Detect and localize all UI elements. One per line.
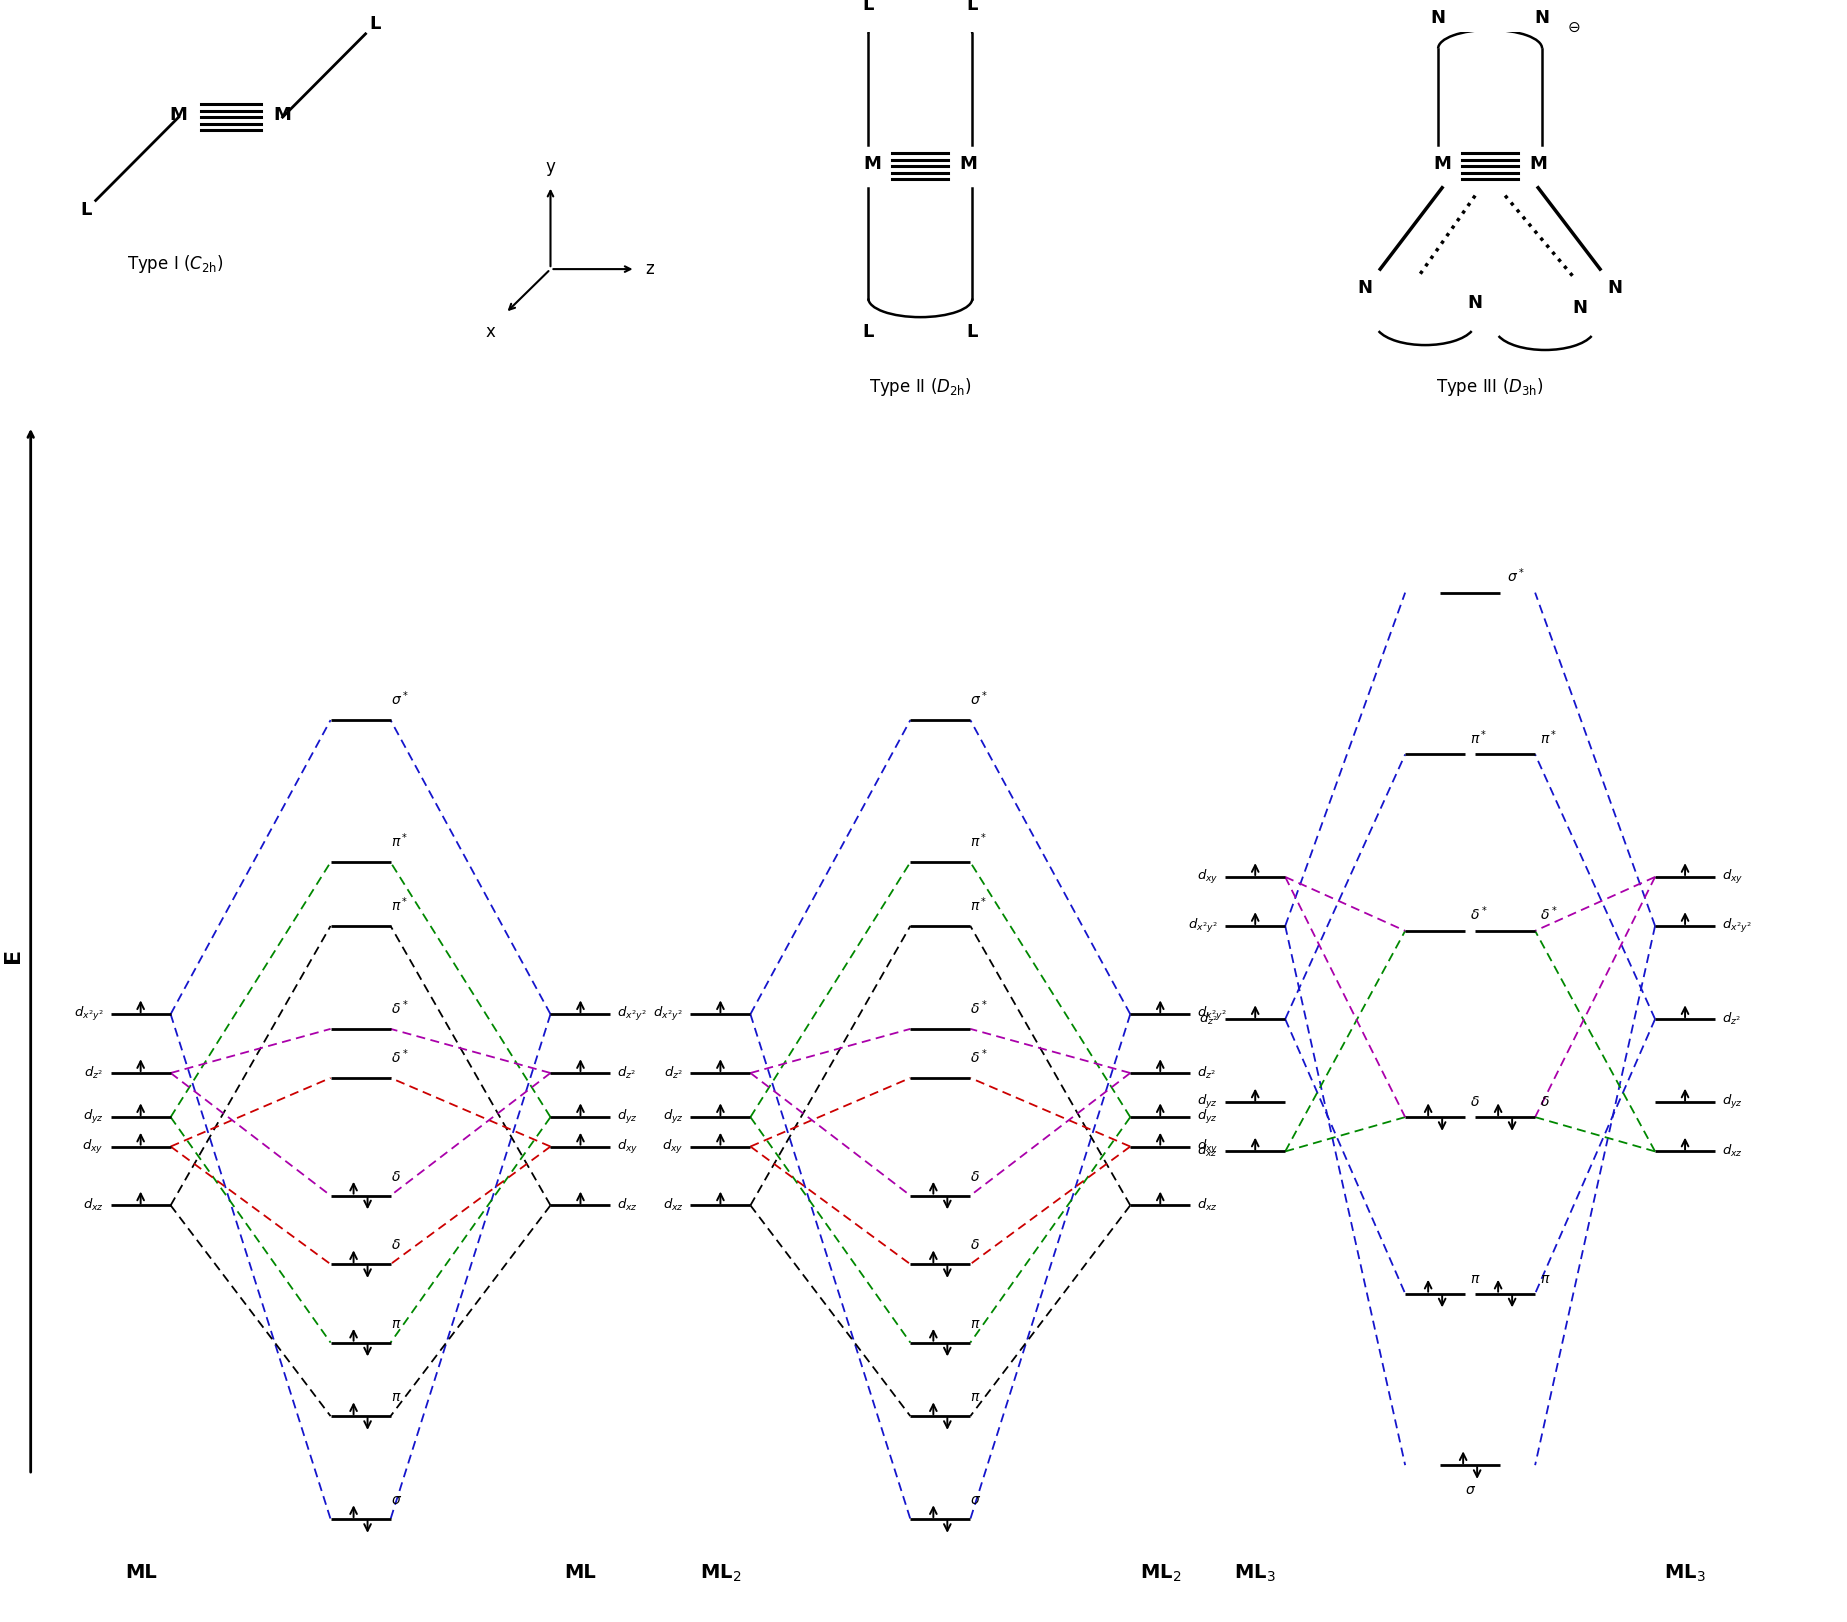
Text: $d_{x^2y^2}$: $d_{x^2y^2}$ [1197,1006,1228,1023]
Text: N: N [1468,294,1483,311]
Text: M: M [170,105,188,125]
Text: $d_{z^2}$: $d_{z^2}$ [1197,1066,1217,1080]
Text: $\sigma$: $\sigma$ [970,1494,981,1507]
Text: $\delta$: $\delta$ [390,1239,401,1252]
Text: L: L [369,15,380,32]
Text: $d_{xy}$: $d_{xy}$ [1197,1137,1219,1155]
Text: $d_{z^2}$: $d_{z^2}$ [665,1066,683,1080]
Text: $d_{yz}$: $d_{yz}$ [1721,1093,1744,1111]
Text: $d_{xz}$: $d_{xz}$ [1721,1144,1744,1160]
Text: M: M [863,156,881,174]
Text: $d_{xy}$: $d_{xy}$ [1197,868,1219,886]
Text: $\delta^*$: $\delta^*$ [390,999,408,1017]
Text: N: N [1358,279,1372,297]
Text: Type III ($D_\mathrm{3h}$): Type III ($D_\mathrm{3h}$) [1437,376,1544,397]
Text: $\pi$: $\pi$ [970,1317,981,1330]
Text: $\delta$: $\delta$ [970,1169,981,1184]
Text: $d_{z^2}$: $d_{z^2}$ [1721,1011,1742,1027]
Text: L: L [966,0,979,15]
Text: $\sigma$: $\sigma$ [1465,1483,1476,1497]
Text: ML: ML [126,1564,157,1583]
Text: $d_{x^2y^2}$: $d_{x^2y^2}$ [1188,916,1219,934]
Text: $d_{z^2}$: $d_{z^2}$ [617,1066,637,1080]
Text: $d_{xy}$: $d_{xy}$ [1721,868,1744,886]
Text: $\delta$: $\delta$ [1540,1095,1550,1109]
Text: $\pi$: $\pi$ [1470,1272,1481,1286]
Text: $\sigma^*$: $\sigma^*$ [970,689,988,709]
Text: $d_{yz}$: $d_{yz}$ [1197,1108,1219,1126]
Text: $\delta$: $\delta$ [970,1239,981,1252]
Text: $\delta$: $\delta$ [1470,1095,1479,1109]
Text: $d_{x^2y^2}$: $d_{x^2y^2}$ [617,1006,648,1023]
Text: $d_{xz}$: $d_{xz}$ [1197,1197,1219,1213]
Text: $\pi^*$: $\pi^*$ [970,832,988,850]
Text: ML$_3$: ML$_3$ [1234,1562,1276,1583]
Text: $\sigma^*$: $\sigma^*$ [1507,566,1526,586]
Text: N: N [1431,10,1446,28]
Text: $d_{yz}$: $d_{yz}$ [663,1108,683,1126]
Text: $\delta^*$: $\delta^*$ [970,999,988,1017]
Text: M: M [959,156,977,174]
Text: $d_{z^2}$: $d_{z^2}$ [1199,1011,1219,1027]
Text: $\pi^*$: $\pi^*$ [970,895,988,915]
Text: ML$_2$: ML$_2$ [700,1562,741,1583]
Text: $\pi^*$: $\pi^*$ [1470,728,1487,746]
Text: $\pi$: $\pi$ [390,1317,401,1330]
Text: N: N [1535,10,1550,28]
Text: $d_{yz}$: $d_{yz}$ [617,1108,639,1126]
Text: $\delta^*$: $\delta^*$ [390,1048,408,1066]
Text: $\pi$: $\pi$ [390,1390,401,1405]
Text: $d_{xz}$: $d_{xz}$ [617,1197,639,1213]
Text: $d_{xz}$: $d_{xz}$ [1197,1144,1219,1160]
Text: $\pi$: $\pi$ [1540,1272,1551,1286]
Text: z: z [645,260,654,277]
Text: $d_{z^2}$: $d_{z^2}$ [85,1066,103,1080]
Text: $\pi^*$: $\pi^*$ [1540,728,1557,746]
Text: $\sigma^*$: $\sigma^*$ [390,689,408,709]
Text: L: L [863,323,874,341]
Text: E: E [2,947,22,963]
Text: M: M [1529,156,1548,174]
Text: $d_{yz}$: $d_{yz}$ [83,1108,103,1126]
Text: M: M [273,105,292,125]
Text: $d_{xz}$: $d_{xz}$ [663,1197,683,1213]
Text: $d_{x^2y^2}$: $d_{x^2y^2}$ [1721,916,1753,934]
Text: $\pi^*$: $\pi^*$ [390,832,408,850]
Text: ML$_3$: ML$_3$ [1664,1562,1707,1583]
Text: L: L [79,201,91,219]
Text: $\delta^*$: $\delta^*$ [970,1048,988,1066]
Text: $\delta^*$: $\delta^*$ [1540,905,1557,923]
Text: $\ominus$: $\ominus$ [1566,19,1581,34]
Text: $\delta^*$: $\delta^*$ [1470,905,1489,923]
Text: N: N [1607,279,1622,297]
Text: $\pi$: $\pi$ [970,1390,981,1405]
Text: $d_{x^2y^2}$: $d_{x^2y^2}$ [654,1006,683,1023]
Text: $d_{yz}$: $d_{yz}$ [1197,1093,1219,1111]
Text: $d_{xy}$: $d_{xy}$ [617,1137,639,1155]
Text: $\sigma$: $\sigma$ [390,1494,401,1507]
Text: Type I ($C_\mathrm{2h}$): Type I ($C_\mathrm{2h}$) [127,253,223,276]
Text: $d_{xy}$: $d_{xy}$ [81,1137,103,1155]
Text: ML$_2$: ML$_2$ [1140,1562,1180,1583]
Text: L: L [863,0,874,15]
Text: $d_{xy}$: $d_{xy}$ [661,1137,683,1155]
Text: y: y [545,157,556,175]
Text: $d_{x^2y^2}$: $d_{x^2y^2}$ [74,1006,103,1023]
Text: N: N [1572,298,1588,316]
Text: x: x [486,323,495,341]
Text: ML: ML [565,1564,597,1583]
Text: Type II ($D_\mathrm{2h}$): Type II ($D_\mathrm{2h}$) [868,376,972,397]
Text: $\pi^*$: $\pi^*$ [390,895,408,915]
Text: $\delta$: $\delta$ [390,1169,401,1184]
Text: M: M [1433,156,1452,174]
Text: $d_{xz}$: $d_{xz}$ [83,1197,103,1213]
Text: L: L [966,323,979,341]
